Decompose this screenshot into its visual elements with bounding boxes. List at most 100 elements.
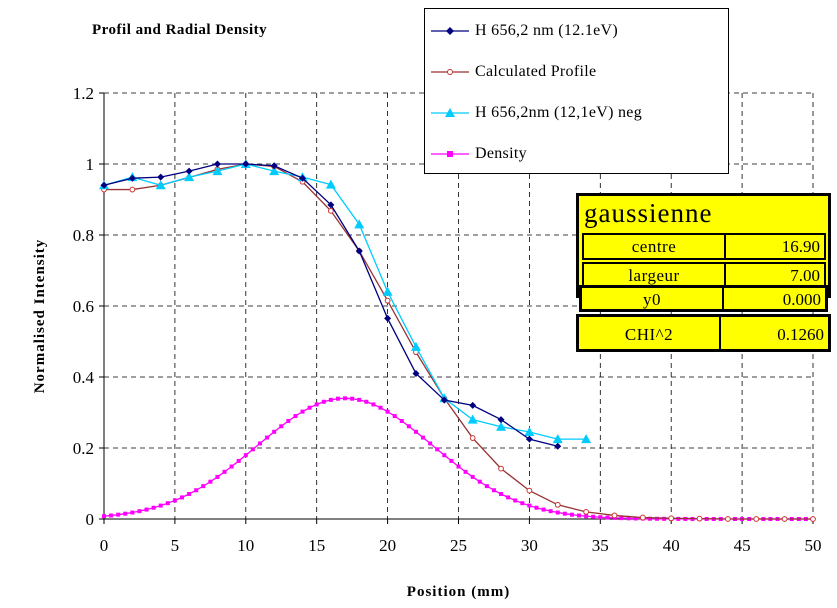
density-point [300, 409, 305, 414]
x-tick-label: 40 [663, 536, 680, 555]
h656-neg-point [155, 180, 166, 190]
x-tick-label: 35 [592, 536, 609, 555]
density-point [569, 512, 574, 517]
density-point [293, 414, 298, 419]
y-tick-label: 1.2 [73, 84, 94, 103]
density-point [491, 488, 496, 493]
calculated-profile-point [753, 516, 760, 522]
calculated-profile-point [725, 516, 731, 522]
calculated-profile-point [668, 515, 675, 522]
density-point [364, 399, 369, 404]
density-point [109, 513, 114, 518]
gaussian-fit-box: gaussienne centre 16.90 largeur 7.00 [576, 193, 831, 298]
calculated-profile-point [583, 509, 590, 515]
x-tick-label: 25 [450, 536, 467, 555]
h656-neg-point [467, 414, 478, 424]
h656-neg-point [269, 166, 280, 176]
density-point [229, 464, 234, 469]
density-point [463, 469, 468, 474]
density-point [335, 396, 340, 401]
fit-value: 0.1260 [777, 325, 824, 344]
h656-point [100, 181, 108, 189]
h656-neg-point [552, 434, 563, 444]
density-point [421, 435, 426, 440]
density-point [350, 396, 355, 401]
density-point [520, 501, 525, 506]
density-point [116, 512, 121, 517]
density-point [321, 399, 326, 404]
density-point [413, 429, 418, 434]
chart-legend: H 656,2 nm (12.1eV) Calculated Profile H… [424, 8, 729, 174]
h656-neg-point [524, 427, 535, 437]
calculated-profile-point [526, 487, 533, 494]
density-point [562, 511, 567, 516]
legend-item-h656: H 656,2 nm (12.1eV) [431, 21, 618, 41]
x-tick-label: 50 [805, 536, 822, 555]
density-point [286, 418, 291, 423]
x-tick-label: 15 [308, 536, 325, 555]
h656-neg-point [212, 166, 223, 176]
y-tick-label: 0.8 [73, 226, 94, 245]
density-point [130, 510, 135, 515]
h656-point [469, 401, 477, 409]
calculated-profile-point [384, 297, 391, 304]
density-point [584, 514, 589, 519]
density-point [605, 515, 610, 520]
density-point [215, 474, 220, 479]
density-point [541, 507, 546, 512]
density-point [378, 405, 383, 410]
h656-point [554, 442, 562, 450]
h656-point [270, 162, 278, 170]
density-point [328, 397, 333, 402]
fit-value: 7.00 [790, 266, 820, 285]
calculated-profile-point [554, 501, 561, 508]
y-tick-label: 0.6 [73, 297, 94, 316]
legend-swatch-calculated [431, 69, 469, 75]
density-point [548, 509, 553, 514]
legend-item-neg: H 656,2nm (12,1eV) neg [431, 103, 642, 123]
density-point [314, 402, 319, 407]
h656-point [384, 314, 392, 322]
density-point [655, 516, 660, 521]
density-point [201, 484, 206, 489]
legend-item-calculated: Calculated Profile [431, 62, 596, 82]
x-axis-label: Position (mm) [407, 584, 510, 600]
density-point [499, 491, 504, 496]
h656-neg-point [496, 421, 507, 431]
density-point [399, 418, 404, 423]
h656-neg-point [325, 179, 336, 189]
h656-point [128, 174, 136, 182]
density-point [257, 441, 262, 446]
density-point [577, 513, 582, 518]
legend-swatch-h656 [431, 27, 469, 35]
density-point [513, 498, 518, 503]
density-point [406, 424, 411, 429]
density-point [633, 516, 638, 521]
density-point [449, 458, 454, 463]
density-point [428, 441, 433, 446]
h656-neg-point [581, 434, 592, 444]
density-point [243, 453, 248, 458]
density-point [102, 514, 106, 519]
h656-point [242, 160, 250, 168]
calculated-profile-point [781, 516, 788, 522]
h656-point [497, 416, 505, 424]
density-point [272, 429, 277, 434]
density-point [158, 503, 163, 508]
h656-neg-point [410, 341, 421, 351]
h656-point [327, 201, 335, 209]
legend-label-h656: H 656,2 nm (12.1eV) [475, 22, 619, 39]
legend-label-calculated: Calculated Profile [475, 63, 597, 80]
density-point [392, 414, 397, 419]
density-point [442, 453, 447, 458]
fit-value: 0.000 [782, 290, 821, 309]
x-tick-label: 10 [237, 536, 254, 555]
fit-value: 16.90 [781, 237, 820, 256]
chart-title: Profil and Radial Density [92, 22, 268, 38]
calculated-profile-point [810, 516, 816, 522]
legend-label-density: Density [475, 145, 527, 162]
density-point [647, 516, 652, 521]
density-point [265, 435, 270, 440]
fit-title: gaussienne [584, 198, 713, 228]
